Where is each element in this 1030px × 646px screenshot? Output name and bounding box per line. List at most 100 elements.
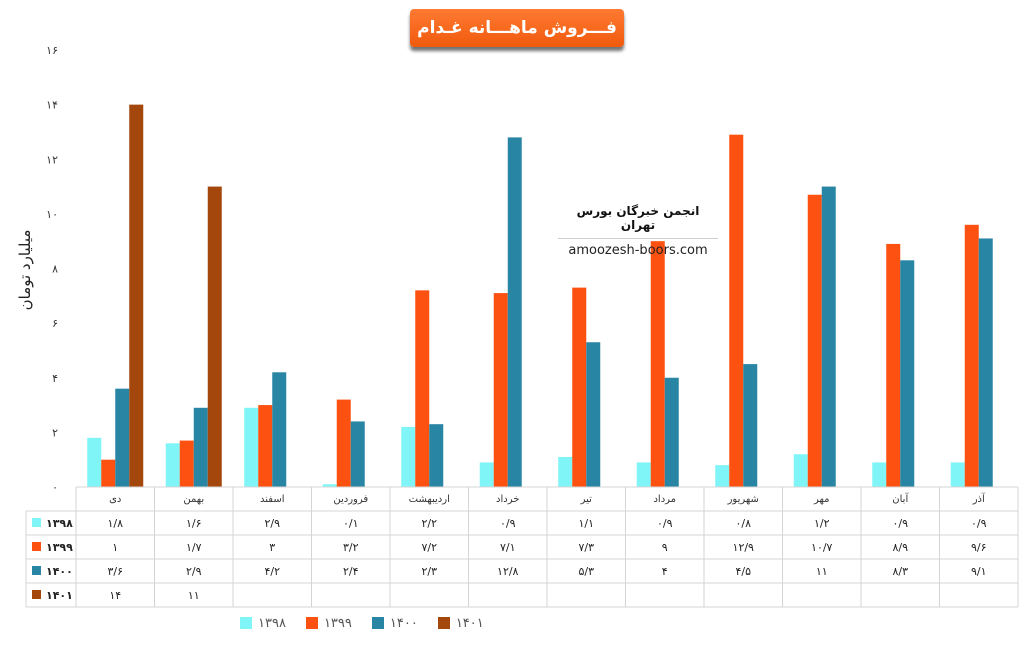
data-label: ۴: [662, 565, 668, 578]
bar: [429, 424, 444, 487]
data-label: ۰/۸: [735, 517, 751, 530]
data-label: ۳/۲: [343, 541, 359, 554]
x-tick-label: تیر: [580, 494, 593, 505]
data-label: ۰/۹: [892, 517, 908, 530]
watermark-title: انجمن خبرگان بورس تهران: [558, 200, 718, 239]
bar: [900, 260, 915, 487]
table-series-swatch: [32, 518, 41, 527]
y-tick-label: ۴: [52, 372, 58, 385]
data-label: ۱/۷: [186, 541, 202, 554]
data-label: ۷/۲: [421, 541, 437, 554]
bar: [978, 238, 993, 487]
bar: [129, 104, 144, 487]
y-tick-label: ۱۰: [46, 208, 58, 221]
chart-title: فـــروش ماهـــانه غـدام: [410, 9, 624, 47]
table-series-name: ۱۴۰۰: [46, 565, 73, 578]
bar: [950, 462, 965, 487]
bar: [322, 484, 337, 487]
y-tick-label: ۱۲: [46, 153, 58, 166]
legend-swatch: [305, 617, 318, 629]
data-label: ۴/۲: [264, 565, 280, 578]
table-series-swatch: [32, 542, 41, 551]
bar: [872, 462, 887, 487]
table-series-name: ۱۴۰۱: [46, 589, 73, 602]
table-series-swatch: [32, 566, 41, 575]
data-label: ۲/۴: [343, 565, 359, 578]
bar: [821, 186, 836, 487]
data-label: ۲/۹: [264, 517, 280, 530]
x-tick-label: خرداد: [496, 494, 519, 505]
data-label: ۱۲/۹: [733, 541, 755, 554]
y-tick-label: ۲: [52, 426, 58, 439]
bar: [807, 194, 822, 487]
y-axis-label: میلیارد تومان: [16, 230, 34, 311]
bar: [743, 364, 758, 487]
legend-label: ۱۳۹۹: [323, 615, 352, 631]
bar: [650, 241, 665, 487]
data-label: ۱: [112, 541, 118, 554]
data-label: ۳/۶: [107, 565, 123, 578]
data-label: ۹/۶: [971, 541, 987, 554]
legend-label: ۱۳۹۸: [258, 615, 286, 631]
y-tick-label: ۱۴: [46, 99, 58, 112]
data-label: ۱۰/۷: [811, 541, 833, 554]
data-label: ۹: [662, 541, 668, 554]
bar: [572, 287, 587, 487]
data-label: ۴/۵: [735, 565, 751, 578]
x-tick-label: آبان: [892, 492, 909, 505]
bar: [636, 462, 651, 487]
data-label: ۰/۹: [500, 517, 516, 530]
legend-swatch: [240, 617, 252, 629]
data-label: ۵/۳: [578, 565, 594, 578]
bar: [664, 377, 679, 487]
data-label: ۷/۳: [578, 541, 594, 554]
bar: [258, 405, 273, 487]
bar: [964, 224, 979, 488]
y-tick-label: ۶: [52, 317, 58, 330]
bar: [493, 293, 508, 487]
bar: [350, 421, 365, 487]
data-label: ۱/۶: [186, 517, 202, 530]
data-label: ۱۲/۸: [497, 565, 519, 578]
legend-item: ۱۴۰۰: [371, 615, 418, 631]
bar: [415, 290, 430, 487]
data-label: ۷/۱: [500, 541, 516, 554]
bar: [886, 243, 901, 487]
x-tick-label: دی: [109, 494, 121, 505]
legend-item: ۱۳۹۹: [305, 615, 352, 631]
x-tick-label: اسفند: [260, 494, 284, 505]
bar: [401, 426, 416, 487]
x-tick-label: بهمن: [183, 494, 204, 505]
bar: [729, 134, 744, 487]
y-tick-label: ۱۶: [46, 44, 58, 57]
watermark: انجمن خبرگان بورس تهران amoozesh-boors.c…: [558, 200, 718, 260]
table-series-swatch: [32, 590, 41, 599]
x-tick-label: آذر: [972, 492, 986, 505]
bar: [207, 186, 222, 487]
data-label: ۱/۸: [107, 517, 123, 530]
data-label: ۱۱: [816, 565, 828, 578]
data-label: ۲/۹: [186, 565, 202, 578]
data-label: ۹/۱: [971, 565, 987, 578]
x-tick-label: شهریور: [727, 494, 759, 505]
data-label: ۰/۱: [343, 517, 359, 530]
data-label: ۱/۲: [814, 517, 830, 530]
legend-swatch: [371, 617, 384, 629]
bar: [336, 399, 351, 487]
table-series-name: ۱۳۹۸: [46, 517, 73, 530]
y-tick-label: ۰: [52, 481, 58, 494]
bar: [101, 459, 116, 487]
bar: [507, 137, 522, 487]
bar: [586, 342, 601, 487]
bar: [793, 454, 808, 487]
data-label: ۰/۹: [657, 517, 673, 530]
bar: [115, 388, 130, 487]
data-label: ۱/۱: [578, 517, 594, 530]
chart-legend: ۱۳۹۸ ۱۳۹۹ ۱۴۰۰ ۱۴۰۱: [240, 612, 484, 634]
bar: [244, 407, 259, 487]
watermark-url: amoozesh-boors.com: [568, 243, 708, 258]
legend-label: ۱۴۰۰: [389, 615, 418, 631]
data-label: ۸/۳: [892, 565, 908, 578]
x-tick-label: اردیبهشت: [409, 494, 450, 505]
